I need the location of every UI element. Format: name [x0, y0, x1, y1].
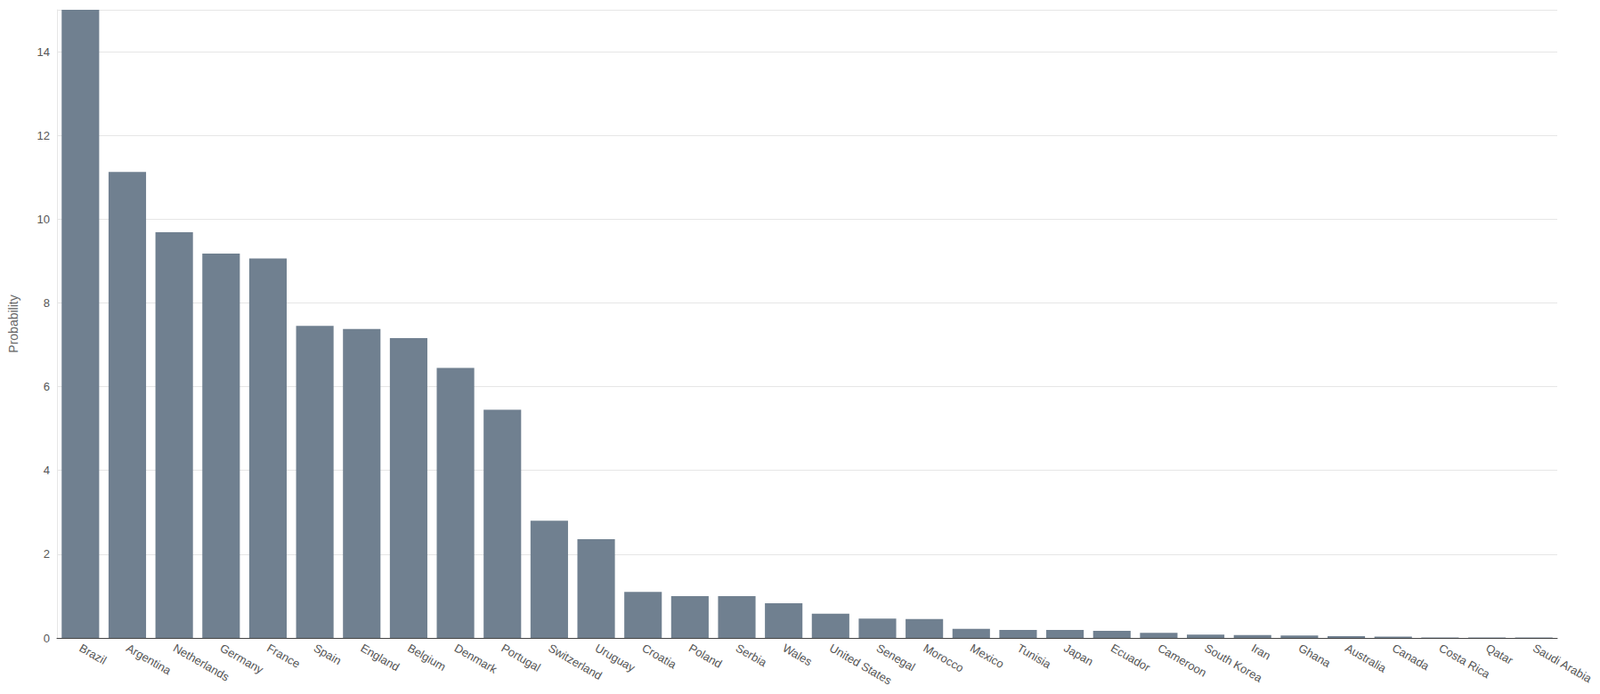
svg-text:Cameroon: Cameroon — [1155, 641, 1210, 681]
svg-text:France: France — [264, 641, 303, 672]
svg-text:6: 6 — [43, 380, 50, 394]
svg-text:England: England — [358, 641, 403, 675]
svg-text:Switzerland: Switzerland — [545, 641, 605, 684]
svg-text:Japan: Japan — [1061, 641, 1096, 670]
svg-text:4: 4 — [43, 463, 50, 478]
svg-text:0: 0 — [43, 632, 50, 646]
svg-text:Uruguay: Uruguay — [592, 641, 638, 676]
svg-text:Croatia: Croatia — [639, 641, 679, 673]
svg-text:Belgium: Belgium — [405, 641, 448, 675]
svg-text:Saudi Arabia: Saudi Arabia — [1530, 641, 1595, 687]
svg-text:Australia: Australia — [1342, 641, 1389, 677]
svg-text:Germany: Germany — [218, 641, 267, 678]
svg-text:Portugal: Portugal — [498, 641, 543, 675]
svg-text:South Korea: South Korea — [1202, 641, 1265, 686]
svg-text:Tunisia: Tunisia — [1015, 641, 1055, 673]
svg-text:Costa Rica: Costa Rica — [1437, 641, 1494, 683]
svg-text:Denmark: Denmark — [452, 641, 501, 678]
svg-text:Spain: Spain — [311, 641, 344, 669]
svg-text:Argentina: Argentina — [123, 641, 174, 679]
svg-text:Brazil: Brazil — [77, 641, 110, 668]
svg-text:14: 14 — [37, 45, 50, 59]
svg-text:Ecuador: Ecuador — [1108, 641, 1154, 676]
svg-text:Poland: Poland — [686, 641, 725, 672]
svg-text:Probability: Probability — [6, 294, 21, 353]
svg-text:8: 8 — [43, 296, 50, 310]
svg-text:Iran: Iran — [1249, 641, 1274, 664]
svg-text:12: 12 — [37, 129, 50, 143]
svg-text:Qatar: Qatar — [1483, 641, 1516, 669]
svg-text:Ghana: Ghana — [1296, 641, 1334, 672]
svg-text:Wales: Wales — [779, 641, 815, 670]
svg-text:Serbia: Serbia — [733, 641, 771, 671]
svg-text:2: 2 — [43, 547, 50, 561]
svg-text:Morocco: Morocco — [920, 641, 967, 676]
svg-text:Netherlands: Netherlands — [170, 641, 232, 685]
svg-text:10: 10 — [37, 212, 50, 227]
svg-text:Senegal: Senegal — [874, 641, 918, 675]
svg-text:Mexico: Mexico — [967, 641, 1007, 673]
svg-text:United States: United States — [827, 641, 895, 688]
svg-text:Canada: Canada — [1389, 641, 1433, 675]
